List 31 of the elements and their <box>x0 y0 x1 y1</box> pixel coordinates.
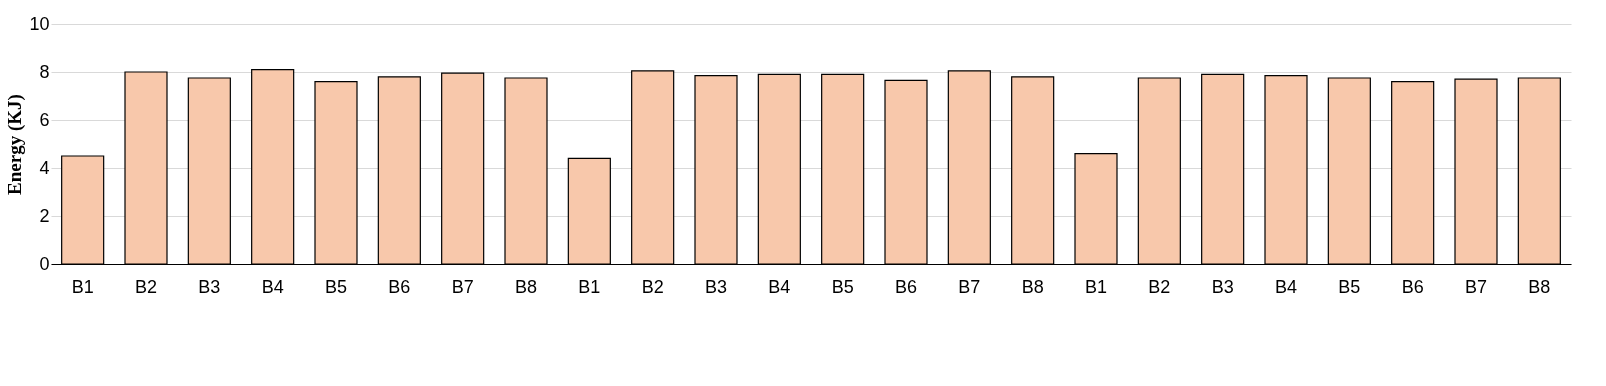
y-tick-label: 10 <box>29 13 50 34</box>
x-tick-label: B2 <box>641 276 664 297</box>
y-tick-label: 6 <box>39 109 50 130</box>
x-tick-label: B6 <box>1401 276 1424 297</box>
x-tick-label: B3 <box>198 276 221 297</box>
x-tick-label: B8 <box>1021 276 1044 297</box>
x-tick-label: B1 <box>71 276 94 297</box>
x-tick-label: B5 <box>324 276 348 297</box>
x-tick-label: B5 <box>831 276 854 297</box>
x-tick-label: B7 <box>1464 276 1488 297</box>
x-tick-label: B2 <box>134 276 158 297</box>
x-tick-label: B4 <box>1274 276 1298 297</box>
x-tick-label: B2 <box>1148 276 1171 297</box>
x-tick-label: B8 <box>514 276 538 297</box>
x-tick-label: B7 <box>451 276 474 297</box>
y-axis-title: Energy (KJ) <box>4 94 27 195</box>
x-tick-label: B3 <box>1211 276 1234 297</box>
x-tick-label: B6 <box>388 276 411 297</box>
y-tick-label: 4 <box>39 157 50 178</box>
x-tick-label: B1 <box>1084 276 1108 297</box>
y-tick-label: 0 <box>39 253 50 274</box>
x-tick-label: B1 <box>578 276 601 297</box>
x-tick-label: B7 <box>958 276 981 297</box>
x-tick-label: B6 <box>894 276 918 297</box>
x-tick-label: B4 <box>768 276 791 297</box>
y-tick-label: 8 <box>39 61 50 82</box>
x-tick-label: B3 <box>704 276 728 297</box>
x-tick-label: B5 <box>1338 276 1361 297</box>
y-tick-label: 2 <box>39 205 50 226</box>
x-tick-label: B4 <box>261 276 284 297</box>
x-tick-label: B8 <box>1528 276 1551 297</box>
